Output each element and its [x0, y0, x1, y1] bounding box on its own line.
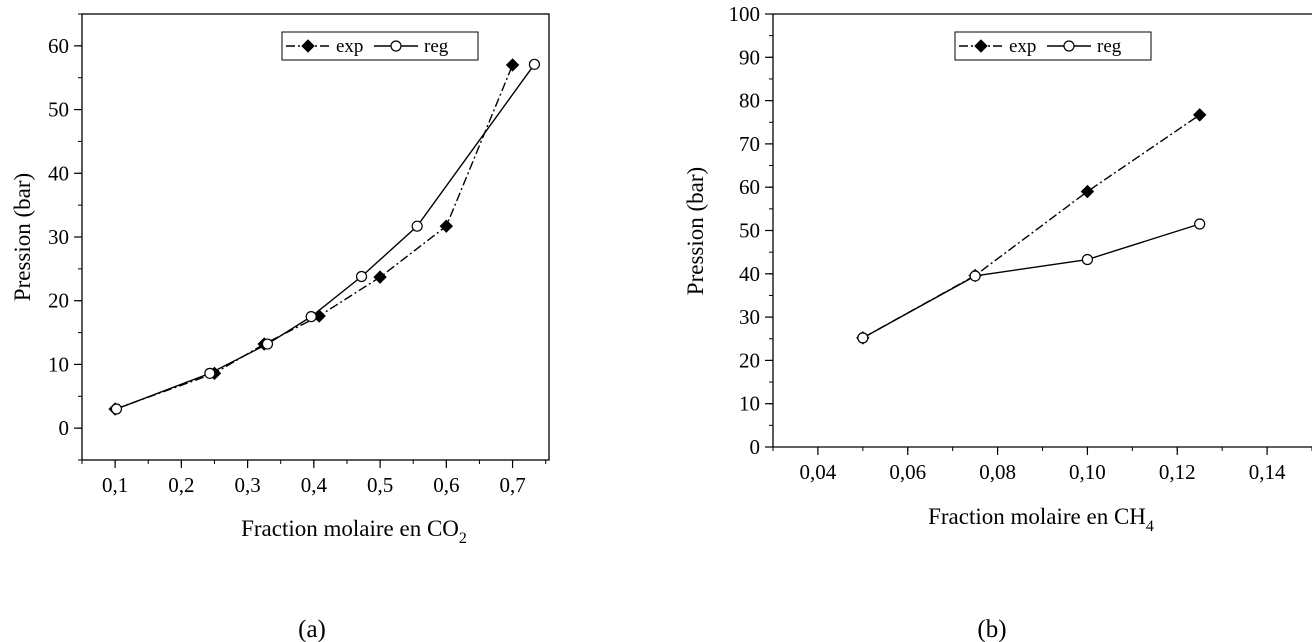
- legend-marker-exp: [974, 39, 988, 53]
- x-tick-label: 0,08: [979, 460, 1016, 484]
- data-point-reg: [528, 58, 541, 70]
- legend-label-reg: reg: [424, 36, 449, 57]
- y-tick-label: 60: [48, 34, 69, 58]
- series-line-reg: [862, 223, 1200, 339]
- data-point-reg: [261, 338, 274, 350]
- legend: exp reg: [281, 31, 479, 61]
- x-axis-label-subscript: 4: [1146, 518, 1154, 535]
- data-point-reg: [1194, 218, 1206, 230]
- data-point-reg: [1081, 253, 1094, 266]
- data-point-reg: [355, 270, 368, 283]
- x-tick-label: 0,10: [1069, 460, 1106, 484]
- y-tick-label: 40: [48, 161, 69, 185]
- x-tick-label: 0,6: [433, 473, 459, 497]
- legend-label-exp: exp: [1009, 36, 1036, 57]
- series-line-exp: [114, 64, 514, 410]
- legend: exp reg: [954, 31, 1152, 61]
- chart-panel-a: 0,1 0,2 0,3 0,4 0,5 0,6 0,7 0 10 20 30 40 50 60 Fracti…: [10, 13, 550, 642]
- y-tick-label: 20: [739, 348, 760, 372]
- y-tick-label: 40: [739, 262, 760, 286]
- plot-frame: [81, 13, 550, 461]
- chart-panel-b: 0,04 0,06 0,08 0,10 0,12 0,14 0 10 20 30 40 50 60 70 8…: [683, 2, 1312, 642]
- legend-marker-reg: [1063, 40, 1075, 52]
- y-axis-label: Pression (bar): [683, 167, 708, 295]
- x-tick-label: 0,7: [499, 473, 525, 497]
- data-point-reg: [110, 403, 123, 415]
- data-point-reg: [411, 220, 423, 232]
- legend-marker-exp: [301, 39, 315, 53]
- x-tick-label: 0,04: [800, 460, 837, 484]
- data-point-reg: [204, 367, 216, 379]
- data-point-reg: [969, 270, 981, 282]
- data-point-reg: [305, 311, 317, 323]
- x-tick-label: 0,4: [301, 473, 328, 497]
- x-axis-label-text: Fraction molaire en CH: [928, 504, 1146, 529]
- x-tick-label: 0,1: [102, 473, 128, 497]
- data-point-exp: [1080, 184, 1095, 199]
- x-axis-label: Fraction molaire en CH4: [928, 504, 1154, 535]
- y-tick-label: 30: [739, 305, 760, 329]
- y-tick-label: 10: [739, 392, 760, 416]
- x-axis-label: Fraction molaire en CO2: [241, 516, 467, 547]
- x-axis-label-text: Fraction molaire en CO: [241, 516, 459, 541]
- x-tick-label: 0,5: [367, 473, 393, 497]
- data-point-exp: [373, 270, 387, 284]
- y-axis-label: Pression (bar): [10, 173, 35, 301]
- x-tick-label: 0,06: [889, 460, 926, 484]
- x-tick-label: 0,2: [168, 473, 194, 497]
- y-tick-label: 100: [729, 2, 761, 26]
- data-point-exp: [1193, 108, 1207, 122]
- y-tick-label: 0: [59, 416, 70, 440]
- y-tick-label: 30: [48, 225, 69, 249]
- y-tick-label: 0: [750, 435, 761, 459]
- data-point-exp: [505, 58, 520, 72]
- series-line-reg: [116, 63, 535, 410]
- y-tick-label: 70: [739, 132, 760, 156]
- legend-label-exp: exp: [336, 36, 363, 57]
- y-tick-label: 10: [48, 352, 69, 376]
- data-point-exp: [439, 219, 454, 233]
- y-tick-label: 50: [48, 98, 69, 122]
- y-tick-label: 90: [739, 45, 760, 69]
- y-tick-label: 60: [739, 175, 760, 199]
- series-line-exp: [862, 114, 1201, 339]
- panel-caption: (b): [977, 616, 1006, 642]
- y-tick-label: 80: [739, 89, 760, 113]
- panel-caption: (a): [298, 616, 326, 642]
- y-tick-label: 20: [48, 289, 69, 313]
- y-tick-label: 50: [739, 219, 760, 243]
- x-tick-label: 0,3: [234, 473, 260, 497]
- x-axis-label-subscript: 2: [459, 530, 467, 547]
- data-point-reg: [857, 332, 869, 344]
- legend-marker-reg: [390, 40, 402, 52]
- x-tick-label: 0,12: [1159, 460, 1196, 484]
- legend-label-reg: reg: [1097, 36, 1122, 57]
- x-tick-label: 0,14: [1249, 460, 1286, 484]
